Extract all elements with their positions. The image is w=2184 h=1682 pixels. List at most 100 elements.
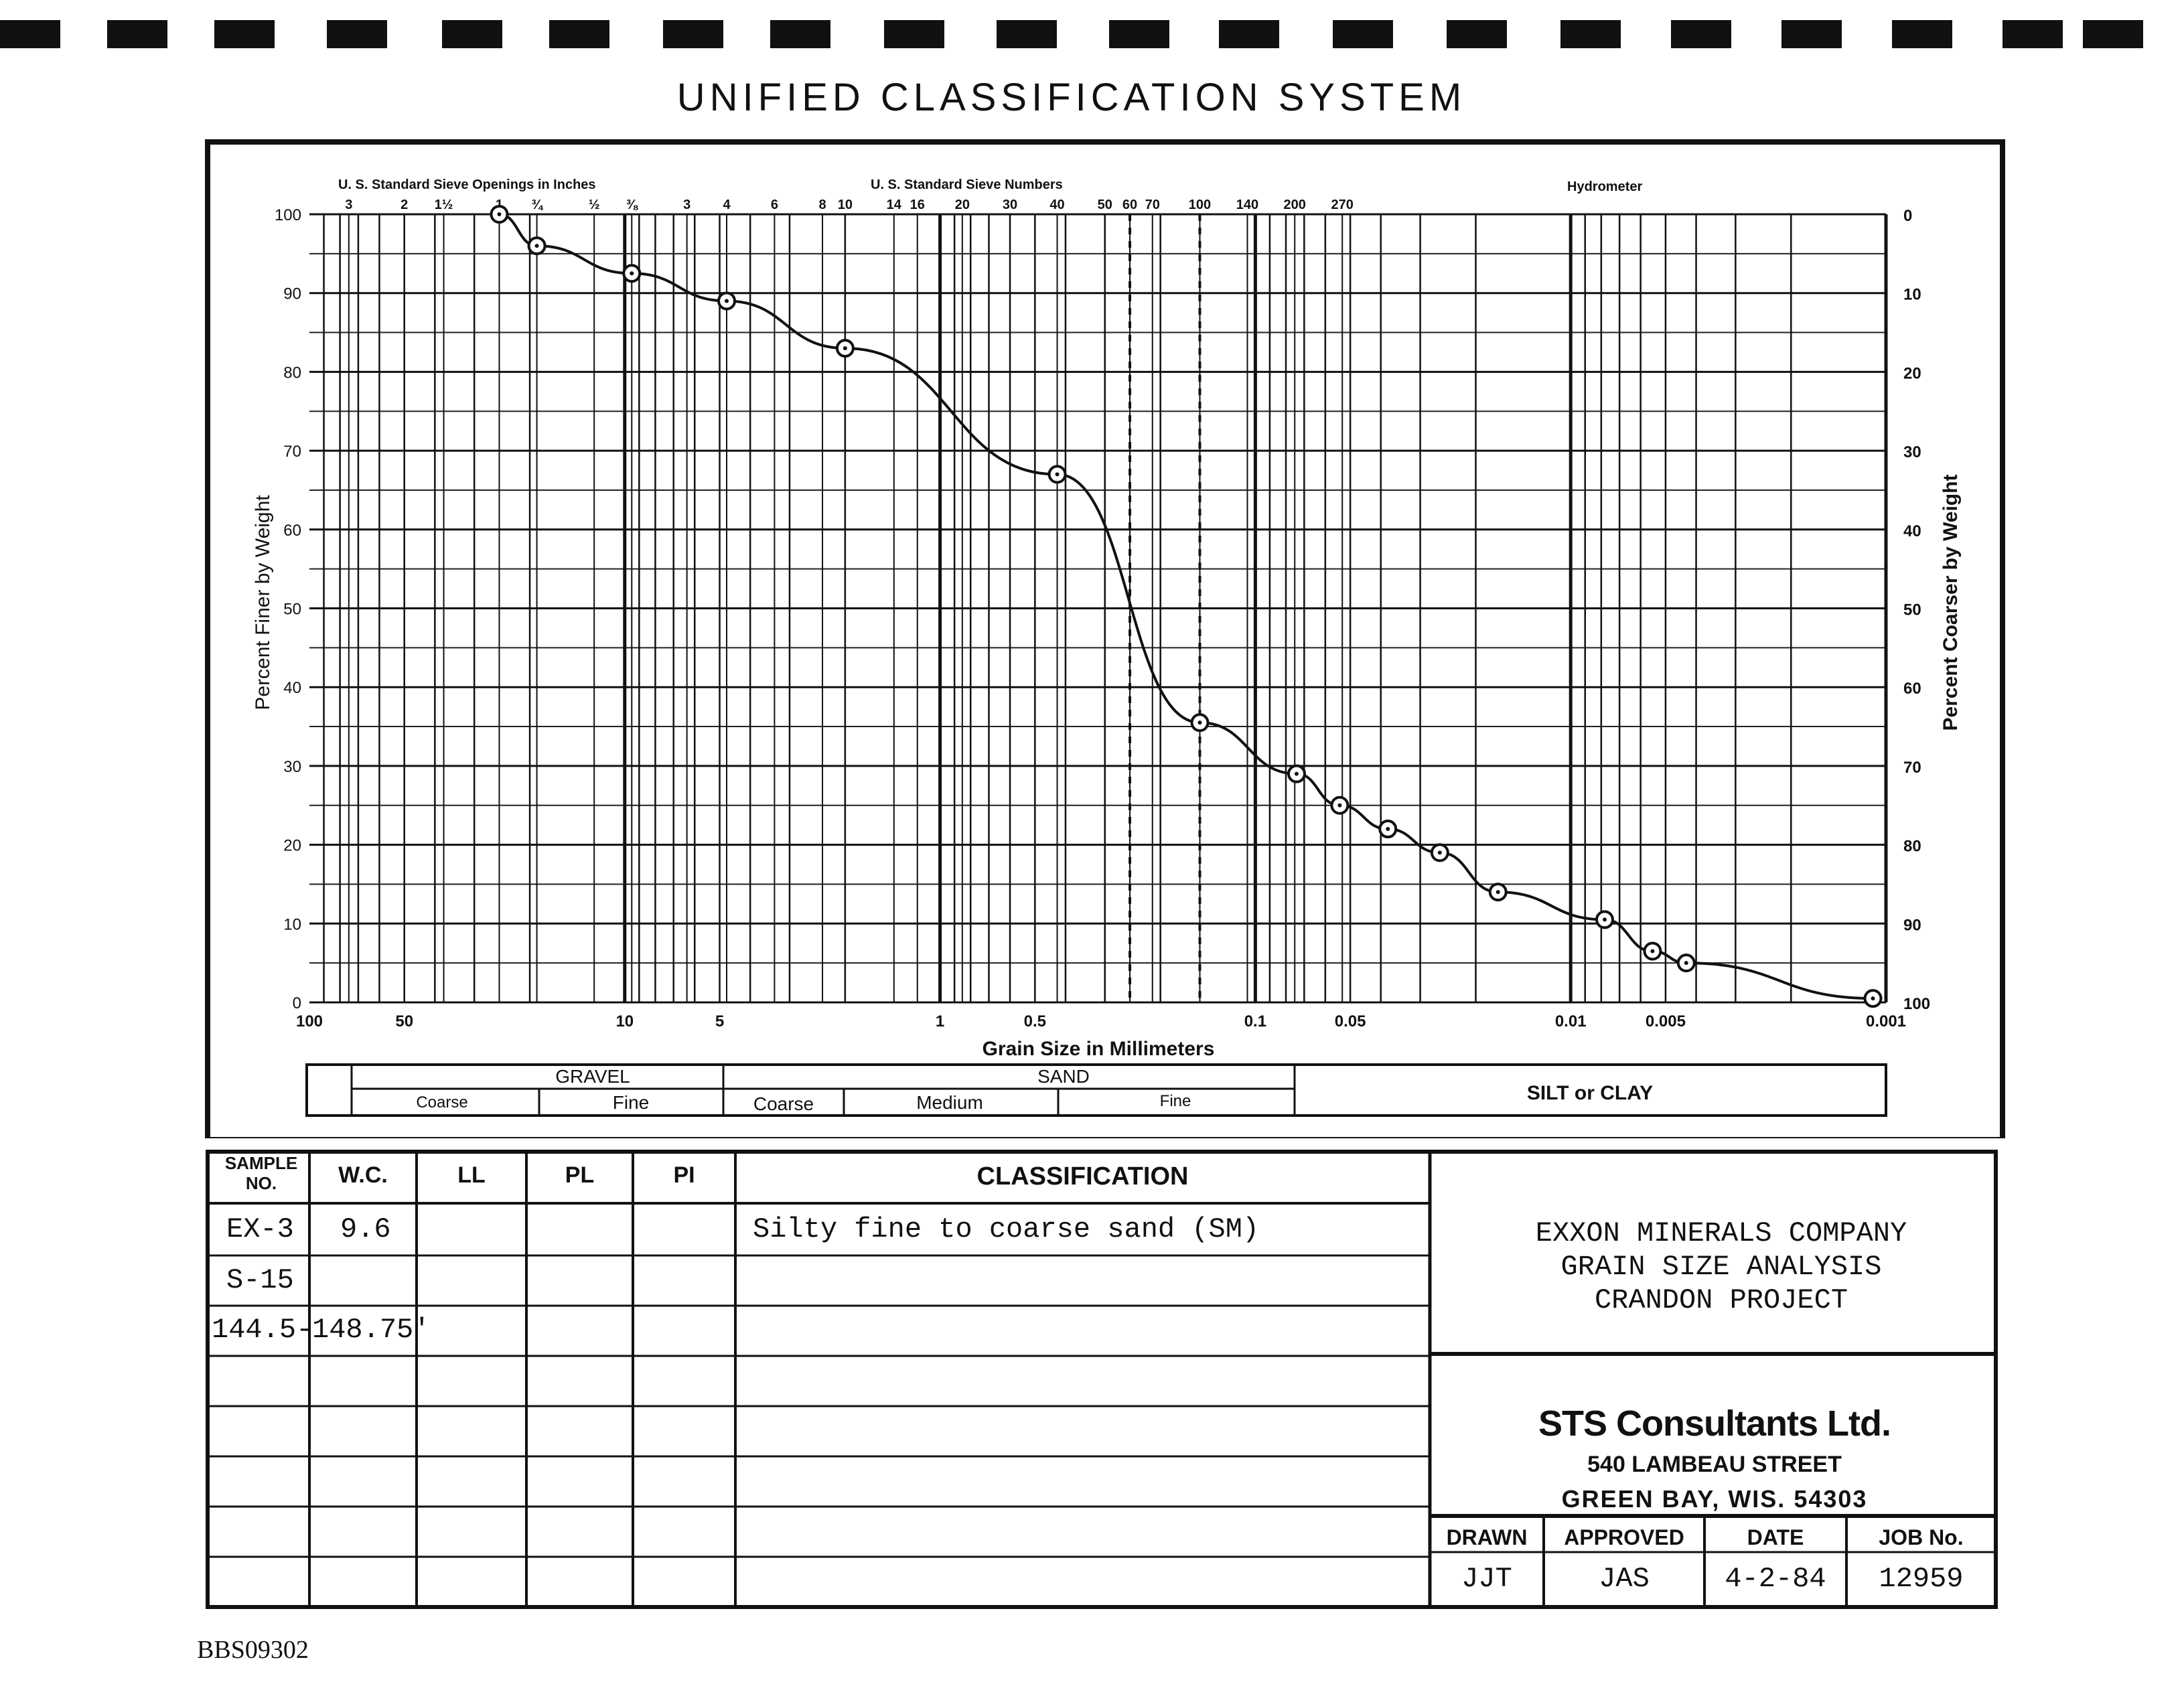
data-point-dot bbox=[1496, 890, 1500, 895]
data-point-dot bbox=[1650, 949, 1655, 953]
y-left-tick-label: 100 bbox=[275, 206, 301, 224]
hydrometer-label: Hydrometer bbox=[1567, 179, 1642, 194]
sieve-tick-label: 70 bbox=[1145, 198, 1160, 212]
sieve-tick-label: 270 bbox=[1331, 198, 1354, 212]
sieve-tick-label: 200 bbox=[1284, 198, 1306, 212]
y-right-tick-labels: 0 10 20 30 40 50 60 70 80 90 100 bbox=[1903, 207, 1930, 1013]
y-right-tick-label: 60 bbox=[1903, 680, 1921, 698]
x-tick-label: 0.01 bbox=[1555, 1012, 1587, 1030]
chart-grid bbox=[309, 213, 1888, 1004]
sieve-tick-label: ¾ bbox=[531, 198, 544, 212]
x-tick-label: 0.1 bbox=[1244, 1012, 1266, 1030]
data-point-dot bbox=[1437, 850, 1442, 855]
row1-classification: Silty fine to coarse sand (SM) bbox=[753, 1213, 1260, 1245]
y-right-tick-label: 10 bbox=[1903, 286, 1921, 304]
sieve-tick-label: 16 bbox=[910, 198, 925, 212]
border-mark bbox=[327, 20, 387, 48]
data-point-dot bbox=[1684, 961, 1688, 966]
y-left-tick-label: 90 bbox=[283, 285, 301, 303]
border-mark bbox=[1671, 20, 1731, 48]
border-mark bbox=[770, 20, 830, 48]
y-left-tick-label: 0 bbox=[293, 994, 301, 1012]
header-pi: PI bbox=[673, 1162, 695, 1188]
border-mark bbox=[884, 20, 944, 48]
company-street: 540 LAMBEAU STREET bbox=[1587, 1452, 1842, 1477]
x-tick-label: 50 bbox=[395, 1012, 413, 1030]
data-point-dot bbox=[843, 346, 847, 351]
y-axis-left-label: Percent Finer by Weight bbox=[252, 495, 274, 710]
sieve-tick-label: 1½ bbox=[435, 198, 453, 212]
row2-sample: S-15 bbox=[226, 1264, 294, 1296]
y-right-tick-label: 80 bbox=[1903, 838, 1921, 856]
y-left-tick-label: 50 bbox=[283, 601, 301, 619]
sand-medium-label: Medium bbox=[916, 1092, 983, 1113]
data-point-dot bbox=[1871, 996, 1875, 1001]
sieve-tick-label: 50 bbox=[1098, 198, 1112, 212]
y-right-tick-label: 90 bbox=[1903, 916, 1921, 934]
document-id: BBS09302 bbox=[197, 1636, 309, 1664]
border-mark bbox=[214, 20, 275, 48]
silt-clay-label: SILT or CLAY bbox=[1527, 1082, 1653, 1104]
data-point-dot bbox=[1197, 720, 1202, 725]
x-tick-label: 10 bbox=[615, 1012, 634, 1030]
sand-fine-label: Fine bbox=[1160, 1092, 1191, 1110]
y-right-tick-label: 20 bbox=[1903, 364, 1921, 382]
sieve-tick-labels: 321½1¾½⅜34681014162030405060701001402002… bbox=[345, 198, 1354, 212]
sieve-tick-label: 14 bbox=[887, 198, 902, 212]
gravel-coarse-label: Coarse bbox=[416, 1093, 467, 1112]
row1-wc: 9.6 bbox=[340, 1213, 391, 1245]
header-pl: PL bbox=[565, 1162, 595, 1188]
drawn-value: JJT bbox=[1461, 1563, 1512, 1595]
sieve-tick-label: ⅜ bbox=[626, 198, 638, 212]
x-tick-label: 100 bbox=[296, 1012, 323, 1030]
sieve-tick-label: 40 bbox=[1049, 198, 1064, 212]
border-mark bbox=[107, 20, 167, 48]
header-ll: LL bbox=[457, 1162, 486, 1188]
reference-dashed-lines bbox=[1129, 214, 1202, 1002]
y-left-tick-label: 60 bbox=[283, 522, 301, 540]
border-mark bbox=[1447, 20, 1507, 48]
project-line-3: CRANDON PROJECT bbox=[1594, 1284, 1848, 1316]
x-axis-label: Grain Size in Millimeters bbox=[982, 1038, 1215, 1060]
sieve-tick-label: 8 bbox=[818, 198, 826, 212]
y-right-tick-label: 40 bbox=[1903, 522, 1921, 540]
y-left-tick-label: 30 bbox=[283, 758, 301, 776]
company-city: GREEN BAY, WIS. 54303 bbox=[1561, 1485, 1868, 1513]
border-mark bbox=[1781, 20, 1842, 48]
approved-label: APPROVED bbox=[1564, 1525, 1684, 1549]
sieve-tick-label: 3 bbox=[345, 198, 352, 212]
y-left-tick-label: 40 bbox=[283, 679, 301, 697]
page-title: UNIFIED CLASSIFICATION SYSTEM bbox=[676, 76, 1467, 119]
x-tick-label: 0.005 bbox=[1646, 1012, 1686, 1030]
y-right-tick-label: 70 bbox=[1903, 759, 1921, 777]
x-tick-label: 1 bbox=[936, 1012, 944, 1030]
y-left-tick-label: 10 bbox=[283, 915, 301, 933]
sand-label: SAND bbox=[1037, 1066, 1090, 1087]
data-point-dot bbox=[725, 299, 729, 303]
header-classification: CLASSIFICATION bbox=[976, 1162, 1189, 1191]
sieve-inches-label: U. S. Standard Sieve Openings in Inches bbox=[338, 177, 596, 192]
border-mark bbox=[1109, 20, 1169, 48]
data-point-dot bbox=[534, 244, 539, 248]
y-right-tick-label: 0 bbox=[1903, 207, 1912, 225]
border-mark bbox=[997, 20, 1057, 48]
classification-band: GRAVEL SAND SILT or CLAY Coarse Fine Coa… bbox=[305, 1063, 1887, 1117]
border-mark bbox=[663, 20, 723, 48]
gravel-fine-label: Fine bbox=[613, 1092, 649, 1113]
border-mark bbox=[1560, 20, 1621, 48]
sieve-numbers-label: U. S. Standard Sieve Numbers bbox=[871, 177, 1063, 192]
border-mark bbox=[1219, 20, 1279, 48]
data-points bbox=[490, 205, 1883, 1008]
job-label: JOB No. bbox=[1879, 1525, 1964, 1549]
header-wc: W.C. bbox=[338, 1162, 388, 1188]
sieve-tick-label: 2 bbox=[401, 198, 408, 212]
sieve-tick-label: 140 bbox=[1236, 198, 1258, 212]
sample-table bbox=[206, 1150, 1998, 1609]
sieve-tick-label: 100 bbox=[1189, 198, 1211, 212]
gradation-curve bbox=[499, 213, 1873, 1000]
row3-sample: 144.5- bbox=[212, 1314, 313, 1346]
chart-frame bbox=[205, 139, 2005, 1138]
job-value: 12959 bbox=[1879, 1563, 1964, 1595]
gravel-label: GRAVEL bbox=[555, 1066, 630, 1087]
